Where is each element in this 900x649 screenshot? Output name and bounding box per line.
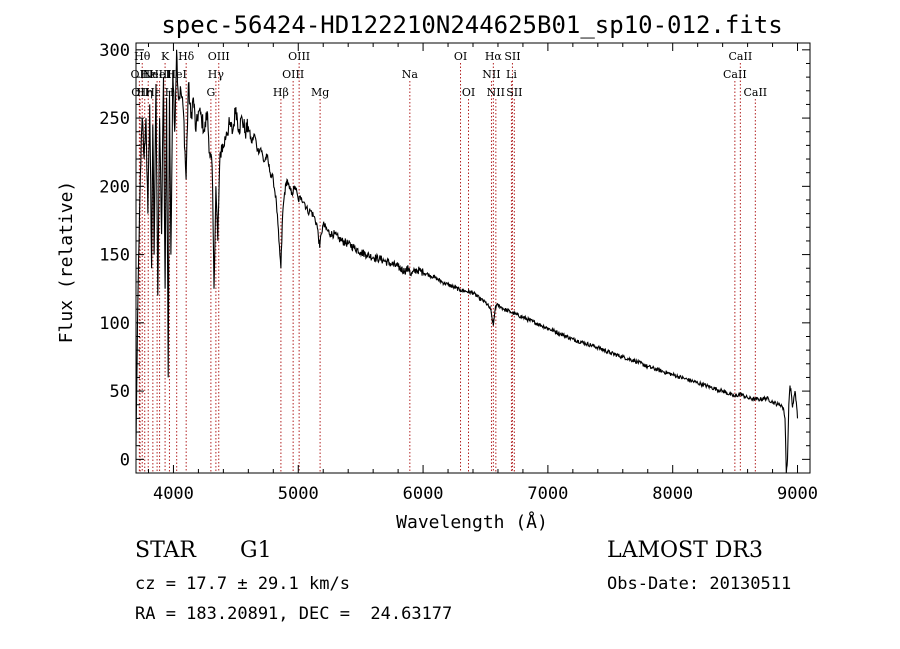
- spectral-line-markers: [138, 63, 756, 473]
- object-class: STAR: [135, 538, 196, 563]
- x-tick-label: 8000: [652, 484, 693, 504]
- y-tick-label: 300: [99, 41, 130, 61]
- spectral-line-label: Hε: [145, 86, 161, 99]
- redshift-cz: cz = 17.7 ± 29.1 km/s: [135, 574, 350, 594]
- spectral-line-label: OIII: [288, 50, 310, 63]
- spectral-line-labels: OIIOIIHθHηHεHεNeIIIHeIKHHeIHδGHγOIIIHβOI…: [131, 50, 768, 99]
- y-tick-label: 50: [110, 382, 130, 402]
- spectral-line-label: Hη: [137, 86, 153, 99]
- spectral-line-label: NII: [482, 68, 500, 81]
- spectral-line-label: K: [161, 50, 170, 63]
- spectral-line-label: OI: [462, 86, 475, 99]
- spectral-line-label: SII: [504, 50, 520, 63]
- y-axis-label: Flux (relative): [56, 181, 77, 344]
- chart-title: spec-56424-HD122210N244625B01_sp10-012.f…: [161, 11, 782, 39]
- spectral-line-label: CaII: [743, 86, 767, 99]
- x-tick-label: 9000: [777, 484, 818, 504]
- spectral-line-label: Mg: [311, 86, 329, 99]
- spectral-line-label: SII: [506, 86, 522, 99]
- spectral-line-label: Hδ: [178, 50, 195, 63]
- spectral-line-label: OII: [131, 68, 149, 81]
- spectral-line-label: Li: [506, 68, 517, 81]
- y-tick-label: 0: [120, 450, 130, 470]
- x-tick-label: 7000: [527, 484, 568, 504]
- spectral-line-label: OIII: [208, 50, 230, 63]
- y-tick-label: 200: [99, 177, 130, 197]
- x-tick-label: 5000: [278, 484, 319, 504]
- spectral-line-label: NII: [487, 86, 505, 99]
- object-subclass: G1: [240, 538, 272, 563]
- spectral-line-label: Hθ: [134, 50, 151, 63]
- x-tick-label: 4000: [153, 484, 194, 504]
- x-axis-ticks: 4000 5000 6000 7000 8000 9000: [147, 43, 818, 504]
- spectral-line-label: HeI: [149, 68, 169, 81]
- y-axis-ticks: 0 50 100 150 200 250 300: [99, 41, 810, 470]
- spectrum-series-line: [135, 49, 799, 474]
- spectral-line-label: Hβ: [273, 86, 289, 99]
- spectral-line-label: Na: [402, 68, 419, 81]
- spectral-line-label: Hα: [485, 50, 503, 63]
- spectral-line-label: G: [206, 86, 215, 99]
- spectral-line-label: NeIII: [143, 68, 172, 81]
- spectral-line-label: OIII: [282, 68, 304, 81]
- spectral-line-label: CaII: [723, 68, 747, 81]
- plot-frame: [135, 42, 811, 474]
- survey-name: LAMOST DR3: [607, 538, 763, 563]
- obs-date: Obs-Date: 20130511: [607, 574, 792, 594]
- spectral-line-label: Hε: [141, 68, 157, 81]
- spectral-line-label: OI: [454, 50, 467, 63]
- ra-dec: RA = 183.20891, DEC = 24.63177: [135, 604, 453, 624]
- x-tick-label: 6000: [403, 484, 444, 504]
- y-tick-label: 250: [99, 109, 130, 129]
- x-axis-label: Wavelength (Å): [396, 511, 548, 533]
- y-tick-label: 150: [99, 246, 130, 266]
- spectral-line-label: Hγ: [208, 68, 225, 81]
- y-tick-label: 100: [99, 314, 130, 334]
- spectral-line-label: CaII: [729, 50, 753, 63]
